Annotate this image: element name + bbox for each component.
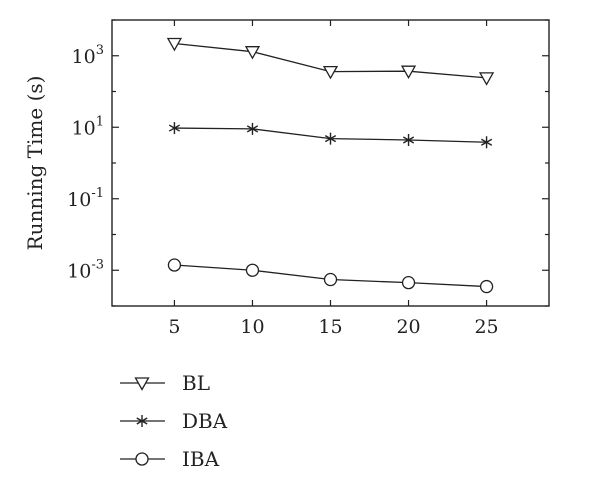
- y-axis-label: Running Time (s): [23, 76, 47, 251]
- series-dba: [168, 122, 493, 149]
- data-point: [136, 415, 148, 427]
- x-tick-label: 20: [396, 316, 420, 338]
- data-point: [167, 258, 182, 272]
- data-point: [134, 377, 150, 391]
- data-point: [479, 279, 494, 294]
- legend-label: DBA: [182, 409, 228, 433]
- data-point: [166, 37, 183, 52]
- data-point: [244, 46, 261, 60]
- data-point: [322, 65, 339, 80]
- data-point: [481, 136, 493, 149]
- x-tick-label: 10: [240, 316, 264, 338]
- data-point: [245, 263, 260, 277]
- series-layer: [166, 37, 495, 294]
- data-point: [323, 272, 338, 287]
- data-point: [400, 65, 417, 80]
- series-bl: [166, 37, 495, 86]
- series-iba: [167, 258, 494, 294]
- y-tick-label: 10-1: [67, 186, 104, 211]
- y-tick-label: 101: [72, 114, 104, 139]
- legend-label: BL: [182, 371, 210, 395]
- x-tick-label: 25: [474, 316, 498, 338]
- y-tick-label: 10-3: [67, 257, 104, 282]
- data-point: [401, 275, 416, 290]
- data-point: [402, 133, 415, 146]
- x-axis-ticks: 5 10 15 20 25: [168, 20, 499, 338]
- data-point: [168, 122, 180, 135]
- x-tick-label: 15: [318, 316, 342, 338]
- y-axis-ticks: 10-3 10-1 101 103: [67, 19, 549, 307]
- legend: BL DBA IBA: [120, 371, 228, 471]
- legend-item-dba: DBA: [120, 409, 228, 433]
- data-point: [478, 72, 495, 86]
- data-point: [324, 132, 337, 145]
- legend-item-iba: IBA: [120, 447, 220, 471]
- legend-item-bl: BL: [120, 371, 210, 395]
- x-tick-label: 5: [168, 316, 180, 338]
- data-point: [135, 452, 149, 466]
- y-tick-label: 103: [72, 43, 104, 68]
- legend-label: IBA: [182, 447, 220, 471]
- data-point: [246, 122, 259, 135]
